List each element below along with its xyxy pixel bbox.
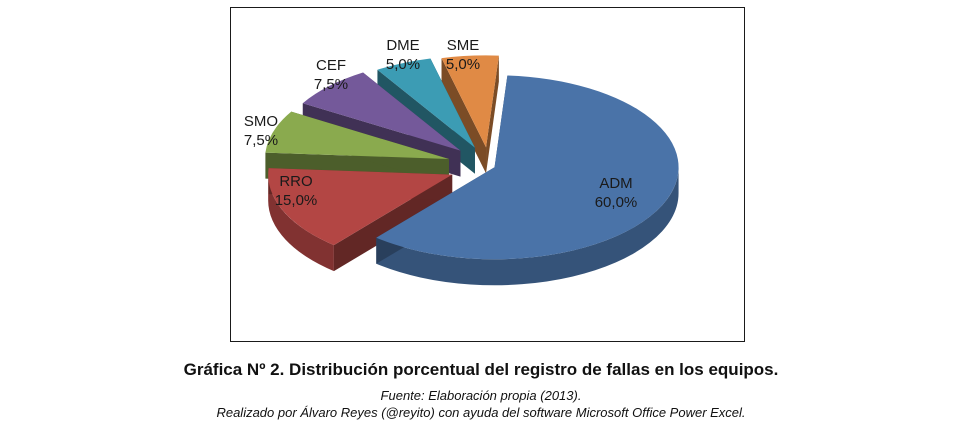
pie-slice-smo — [265, 111, 449, 186]
figure-caption-source: Fuente: Elaboración propia (2013). — [380, 388, 582, 403]
slice-label-cef: CEF — [316, 57, 346, 74]
slice-label-smo: SMO — [244, 113, 278, 130]
figure-caption-title: Gráfica Nº 2. Distribución porcentual de… — [183, 360, 779, 379]
slice-value-smo: 7,5% — [244, 132, 278, 149]
pie-slice-sme — [441, 55, 499, 174]
figure-caption-credit: Realizado por Álvaro Reyes (@reyito) con… — [216, 405, 746, 420]
slice-label-dme: DME — [386, 37, 419, 54]
slice-value-dme: 5,0% — [386, 56, 420, 73]
slice-label-rro: RRO — [279, 173, 312, 190]
slice-label-adm: ADM — [599, 175, 632, 192]
slice-value-rro: 15,0% — [275, 192, 318, 209]
slice-label-sme: SME — [447, 37, 480, 54]
slice-value-adm: 60,0% — [595, 194, 638, 211]
pie-slice-adm — [376, 75, 679, 286]
pie-slice-rro — [268, 168, 453, 272]
pie-chart: ADM 60,0% RRO 15,0% SMO 7,5% CEF 7,5% DME 5,0% SME… — [244, 37, 679, 286]
chart-frame: ADM 60,0% RRO 15,0% SMO 7,5% CEF 7,5% DME 5,0% SME… — [230, 7, 745, 342]
slice-value-cef: 7,5% — [314, 76, 348, 93]
slice-value-sme: 5,0% — [446, 56, 480, 73]
